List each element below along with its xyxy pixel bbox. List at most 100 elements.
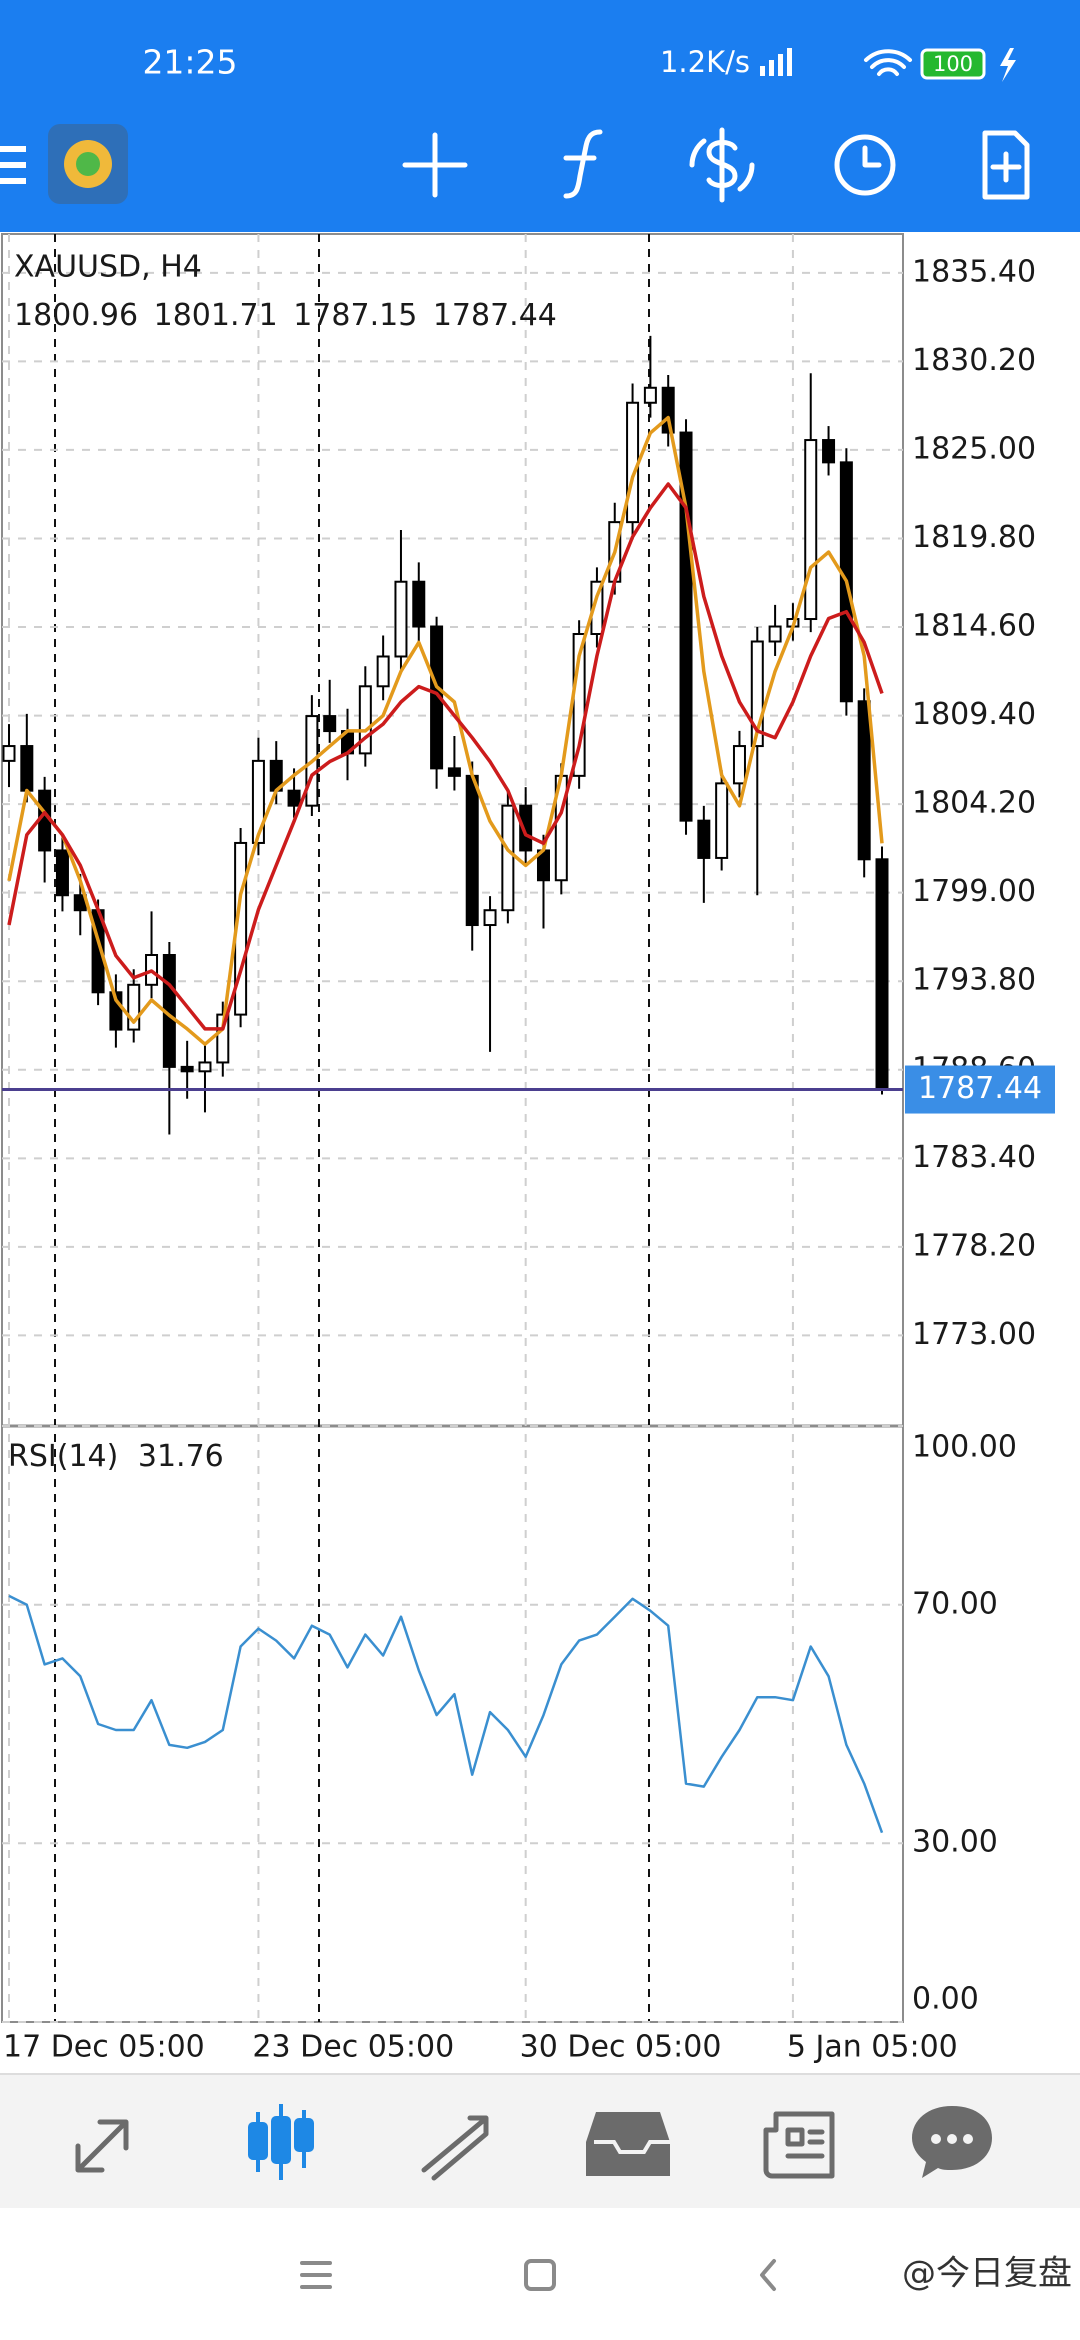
trade-tab[interactable] xyxy=(421,2115,489,2181)
tab-bar xyxy=(0,2074,1080,2208)
symbol-label: XAUUSD, H4 xyxy=(14,250,202,285)
y-tick-label: 1783.40 xyxy=(912,1140,1036,1175)
status-time: 21:25 xyxy=(142,43,237,82)
candle-body xyxy=(180,1065,194,1073)
quotes-tab[interactable] xyxy=(75,2119,129,2173)
candle-body xyxy=(804,439,818,621)
high-value: 1801.71 xyxy=(154,298,278,333)
x-tick-label: 23 Dec 05:00 xyxy=(252,2030,454,2065)
x-tick-label: 30 Dec 05:00 xyxy=(520,2030,722,2065)
period-button[interactable] xyxy=(834,134,896,196)
candle-body xyxy=(732,745,746,785)
y-tick-label: 1778.20 xyxy=(912,1228,1036,1263)
chart-frame xyxy=(1,233,904,2023)
candle-body xyxy=(323,715,337,733)
trade-button[interactable] xyxy=(689,127,755,203)
chart-tab[interactable] xyxy=(248,2104,314,2180)
candle-body xyxy=(643,386,657,404)
candle-body xyxy=(626,401,640,524)
y-tick-label: 1819.80 xyxy=(912,520,1036,555)
y-tick-label: 1830.20 xyxy=(912,343,1036,378)
candle-body xyxy=(127,983,141,1031)
watermark: @今日复盘 xyxy=(902,2254,1072,2294)
candle-body xyxy=(430,625,444,770)
candle-body xyxy=(465,774,479,927)
y-tick-label: 1773.00 xyxy=(912,1317,1036,1352)
nav-menu[interactable] xyxy=(300,2261,332,2289)
candle-body xyxy=(447,767,461,777)
moving-average-line xyxy=(7,415,884,1046)
candle-body xyxy=(822,439,836,464)
menu-button[interactable] xyxy=(0,146,26,184)
candle-body xyxy=(394,580,408,658)
y-tick-label: 1793.80 xyxy=(912,963,1036,998)
y-tick-label: 1809.40 xyxy=(912,697,1036,732)
y-tick-label: 1825.00 xyxy=(912,431,1036,466)
indicators-button[interactable] xyxy=(563,129,603,199)
charging-icon xyxy=(1000,48,1016,82)
candle-body xyxy=(38,789,52,852)
rsi-line xyxy=(8,1594,884,1834)
battery-level: 100 xyxy=(933,52,973,76)
candle-body xyxy=(715,782,729,859)
y-tick-label: 1835.40 xyxy=(912,254,1036,289)
close-value: 1787.44 xyxy=(433,298,557,333)
candle-body xyxy=(679,431,693,822)
candle-body xyxy=(2,745,16,762)
candle-body xyxy=(697,819,711,859)
new-order-button[interactable] xyxy=(982,130,1030,200)
candle-body xyxy=(750,640,764,748)
low-value: 1787.15 xyxy=(293,298,417,333)
nav-back[interactable] xyxy=(760,2259,776,2291)
candle-body xyxy=(109,991,123,1031)
candle-body xyxy=(55,849,69,897)
candle-body xyxy=(768,625,782,643)
y-tick-label: 100.00 xyxy=(912,1430,1017,1465)
indicator-label: RSI(14) 31.76 xyxy=(8,1439,224,1474)
candle-body xyxy=(875,858,889,1091)
price-box-label: 1787.44 xyxy=(918,1071,1042,1106)
candle-body xyxy=(287,789,301,807)
status-speed: 1.2K/s xyxy=(660,45,750,79)
candle-body xyxy=(590,580,604,636)
candle-body xyxy=(358,685,372,755)
candle-body xyxy=(519,804,533,852)
candle-body xyxy=(198,1061,212,1073)
period-separators xyxy=(54,234,650,2022)
indicator-value: 31.76 xyxy=(138,1439,224,1474)
y-tick-label: 1814.60 xyxy=(912,609,1036,644)
y-tick-label: 1799.00 xyxy=(912,874,1036,909)
header xyxy=(0,0,1080,232)
y-tick-label: 30.00 xyxy=(912,1825,998,1860)
candle-body xyxy=(216,1013,230,1064)
moving-average-line xyxy=(7,482,884,1031)
ohlc-readout: 1800.96 1801.71 1787.15 1787.44 xyxy=(14,298,557,333)
candle-body xyxy=(412,580,426,628)
candle-body xyxy=(572,633,586,777)
candle-body xyxy=(376,655,390,688)
plot xyxy=(2,335,903,1834)
news-tab[interactable] xyxy=(763,2111,835,2179)
x-tick-label: 5 Jan 05:00 xyxy=(787,2030,958,2065)
open-value: 1800.96 xyxy=(14,298,138,333)
x-tick-label: 17 Dec 05:00 xyxy=(3,2030,205,2065)
y-tick-label: 0.00 xyxy=(912,1982,979,2017)
wifi-icon xyxy=(864,49,912,76)
candle-body xyxy=(661,386,675,434)
candle-body xyxy=(501,804,515,912)
history-tab[interactable] xyxy=(586,2112,670,2176)
battery xyxy=(920,48,986,80)
chat-tab[interactable] xyxy=(912,2106,992,2178)
candle-body xyxy=(857,700,871,861)
y-tick-label: 70.00 xyxy=(912,1586,998,1621)
signal-icon xyxy=(760,48,792,76)
y-tick-label: 1804.20 xyxy=(912,786,1036,821)
candle-body xyxy=(483,909,497,927)
candle-body xyxy=(20,745,34,792)
app-logo[interactable] xyxy=(48,124,128,204)
crosshair-button[interactable] xyxy=(402,132,468,198)
nav-home[interactable] xyxy=(524,2259,556,2291)
indicator-title: RSI(14) xyxy=(8,1439,118,1474)
